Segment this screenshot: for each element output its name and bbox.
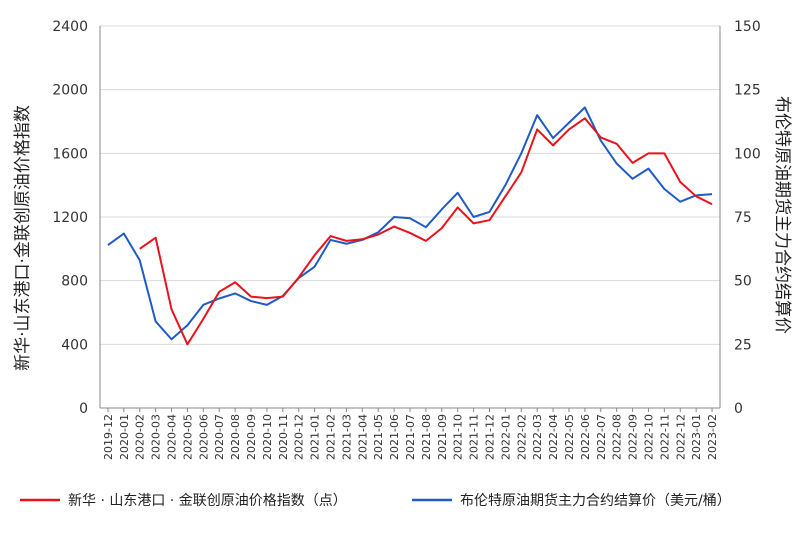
legend-label-blue: 布伦特原油期货主力合约结算价（美元/桶） bbox=[460, 492, 731, 509]
series-line-brent bbox=[107, 106, 713, 341]
x-tick-label: 2021-02 bbox=[325, 414, 338, 460]
right-tick-label: 75 bbox=[734, 210, 752, 226]
x-axis-ticks: 2019-12 2020-01 2020-02 2020-03 2020-04 2020-… bbox=[102, 408, 719, 460]
grid-lines bbox=[100, 25, 720, 345]
left-tick-label: 0 bbox=[79, 401, 88, 417]
x-tick-label: 2022-05 bbox=[563, 414, 576, 460]
x-tick-label: 2022-04 bbox=[547, 414, 560, 460]
legend: 新华 · 山东港口 · 金联创原油价格指数（点） 布伦特原油期货主力合约结算价（… bbox=[20, 492, 731, 509]
x-tick-label: 2020-01 bbox=[118, 414, 131, 460]
series-lines bbox=[107, 106, 713, 346]
x-tick-label: 2021-11 bbox=[468, 414, 481, 460]
left-tick-label: 2400 bbox=[52, 19, 88, 35]
x-tick-label: 2021-06 bbox=[388, 414, 401, 460]
x-tick-label: 2020-09 bbox=[245, 414, 258, 460]
x-tick-label: 2021-01 bbox=[309, 414, 322, 460]
x-tick-label: 2022-07 bbox=[595, 414, 608, 460]
x-tick-label: 2020-10 bbox=[261, 414, 274, 460]
x-tick-label: 2022-10 bbox=[642, 414, 655, 460]
x-tick-label: 2020-07 bbox=[213, 414, 226, 460]
x-tick-label: 2023-02 bbox=[706, 414, 719, 460]
left-tick-label: 1200 bbox=[52, 210, 88, 226]
x-tick-label: 2021-03 bbox=[340, 414, 353, 460]
left-axis-label: 新华·山东港口·金联创原油价格指数 bbox=[13, 105, 33, 371]
x-tick-label: 2022-02 bbox=[515, 414, 528, 460]
x-tick-label: 2021-05 bbox=[372, 414, 385, 460]
x-tick-label: 2021-07 bbox=[404, 414, 417, 460]
x-tick-label: 2021-12 bbox=[483, 414, 496, 460]
x-tick-label: 2022-12 bbox=[674, 414, 687, 460]
left-tick-label: 2000 bbox=[52, 83, 88, 99]
left-axis-ticks: 0 400 800 1200 1600 2000 2400 bbox=[52, 19, 88, 417]
x-tick-label: 2022-01 bbox=[499, 414, 512, 460]
right-tick-label: 25 bbox=[734, 337, 752, 353]
legend-label-red: 新华 · 山东港口 · 金联创原油价格指数（点） bbox=[68, 493, 347, 509]
left-tick-label: 800 bbox=[61, 274, 88, 290]
x-tick-label: 2020-03 bbox=[150, 414, 163, 460]
right-tick-label: 150 bbox=[734, 19, 761, 35]
x-tick-label: 2021-10 bbox=[452, 414, 465, 460]
x-tick-label: 2020-02 bbox=[134, 414, 147, 460]
left-tick-label: 1600 bbox=[52, 146, 88, 162]
x-tick-label: 2021-08 bbox=[420, 414, 433, 460]
x-tick-label: 2020-12 bbox=[293, 414, 306, 460]
x-tick-label: 2022-03 bbox=[531, 414, 544, 460]
x-tick-label: 2023-01 bbox=[690, 414, 703, 460]
right-tick-label: 0 bbox=[734, 401, 743, 417]
x-tick-label: 2022-08 bbox=[611, 414, 624, 460]
x-tick-label: 2020-05 bbox=[181, 414, 194, 460]
x-tick-label: 2020-11 bbox=[277, 414, 290, 460]
x-tick-label: 2020-06 bbox=[197, 414, 210, 460]
x-tick-label: 2020-04 bbox=[166, 414, 179, 460]
right-axis-ticks: 0 25 50 75 100 125 150 bbox=[734, 19, 761, 417]
right-axis-label: 布伦特原油期货主力合约结算价 bbox=[772, 96, 792, 334]
x-tick-label: 2022-06 bbox=[579, 414, 592, 460]
right-tick-label: 100 bbox=[734, 146, 761, 162]
right-tick-label: 125 bbox=[734, 83, 761, 99]
left-tick-label: 400 bbox=[61, 337, 88, 353]
x-tick-label: 2019-12 bbox=[102, 414, 115, 460]
x-tick-label: 2021-04 bbox=[356, 414, 369, 460]
x-tick-label: 2020-08 bbox=[229, 414, 242, 460]
right-tick-label: 50 bbox=[734, 274, 752, 290]
x-tick-label: 2022-09 bbox=[627, 414, 640, 460]
series-line-index bbox=[139, 117, 713, 346]
x-tick-label: 2022-11 bbox=[658, 414, 671, 460]
x-tick-label: 2021-09 bbox=[436, 414, 449, 460]
